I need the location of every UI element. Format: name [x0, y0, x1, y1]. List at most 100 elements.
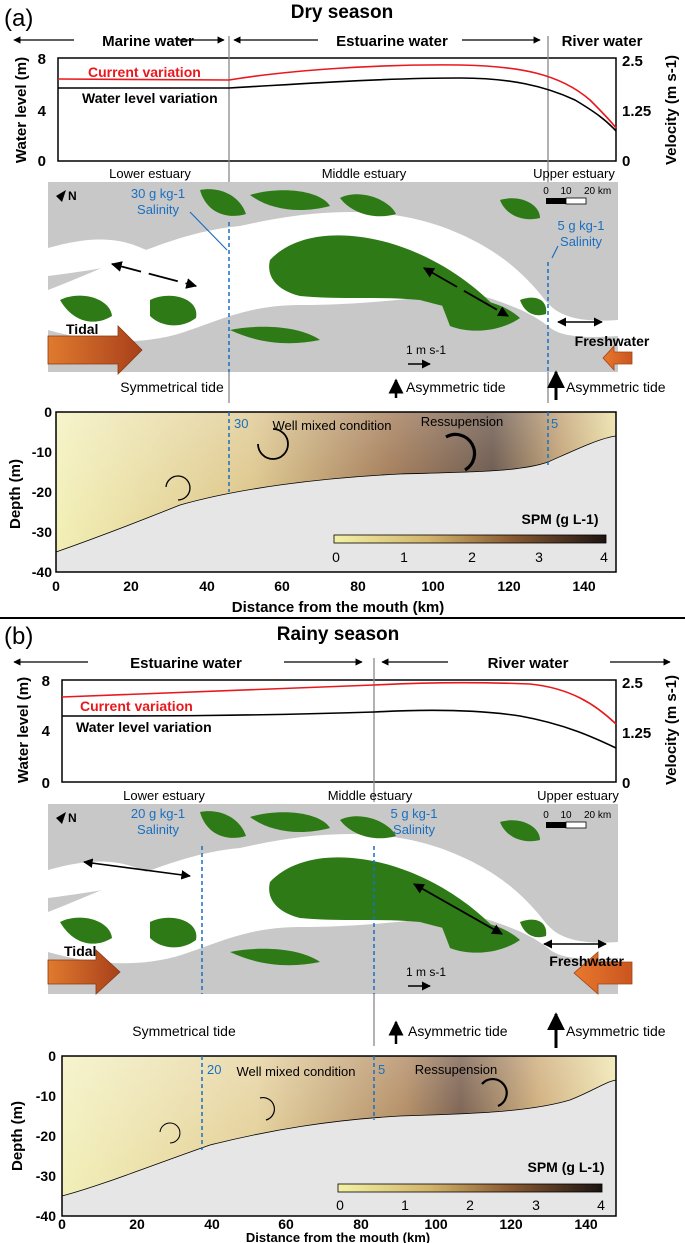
distance-tick: 20 — [123, 578, 139, 594]
ytick: 0 — [38, 153, 46, 170]
current-label: Current variation — [80, 698, 193, 714]
spm-tick: 0 — [332, 549, 340, 565]
tidal-label: Tidal — [64, 943, 96, 959]
zone-label: Marine water — [102, 33, 194, 50]
current-curve — [57, 64, 617, 129]
depth-tick: -10 — [36, 1088, 56, 1104]
tide-label: Asymmetric tide — [408, 1023, 508, 1039]
salinity-depth-label: 30 — [234, 416, 248, 431]
ytick: 8 — [42, 673, 50, 690]
distance-tick: 120 — [497, 578, 521, 594]
depth-tick: -40 — [32, 564, 52, 580]
depth-tick: -20 — [32, 484, 52, 500]
scale-label: 0 — [543, 810, 549, 821]
distance-tick: 0 — [58, 1216, 66, 1232]
zone-label: River water — [488, 655, 569, 672]
spm-colorbar — [333, 534, 607, 544]
zone-label: Estuarine water — [336, 33, 448, 50]
distance-xlabel: Distance from the mouth (km) — [246, 1230, 430, 1243]
water-level-label: Water level variation — [76, 719, 212, 735]
spm-tick: 1 — [400, 549, 408, 565]
depth-tick: -10 — [32, 444, 52, 460]
distance-tick: 0 — [52, 578, 60, 594]
ytick: 4 — [42, 723, 51, 740]
panel-letter: (a) — [4, 5, 33, 32]
ylabel-left: Water level (m) — [13, 57, 30, 163]
depth-ylabel: Depth (m) — [9, 1101, 26, 1171]
level-axes — [57, 57, 617, 162]
depth-tick: -40 — [36, 1208, 56, 1224]
ylabel-left: Water level (m) — [15, 677, 32, 783]
distance-tick: 100 — [424, 1216, 448, 1232]
velocity-scale: 1 m s-1 — [406, 965, 446, 979]
water-level-label: Water level variation — [82, 90, 218, 106]
resuspension-label: Ressupension — [415, 1062, 497, 1077]
tide-label: Symmetrical tide — [120, 379, 224, 395]
tide-label: Asymmetric tide — [406, 379, 506, 395]
depth-tick: -20 — [36, 1128, 56, 1144]
spm-tick: 2 — [468, 549, 476, 565]
distance-tick: 80 — [350, 578, 366, 594]
ytick-right: 0 — [622, 775, 630, 792]
estuary-label: Upper estuary — [537, 788, 619, 803]
current-curve — [61, 681, 617, 725]
spm-colorbar — [337, 1183, 603, 1193]
panel-b: (b) Rainy season Estuarine water River w… — [4, 623, 680, 1243]
water-level-curve — [58, 77, 617, 132]
scale-label: 0 — [543, 186, 549, 197]
water-level-curve — [61, 709, 617, 749]
salinity-value: 5 g kg-1 — [391, 806, 438, 821]
scale-label: 20 km — [584, 810, 611, 821]
ytick-right: 2.5 — [622, 675, 643, 692]
north-label: N — [68, 189, 77, 203]
north-label: N — [68, 811, 77, 825]
spm-tick: 2 — [466, 1197, 474, 1213]
salinity-label: Salinity — [393, 822, 435, 837]
spm-tick: 4 — [597, 1197, 605, 1213]
velocity-scale: 1 m s-1 — [406, 343, 446, 357]
freshwater-label: Freshwater — [549, 953, 624, 969]
current-label: Current variation — [88, 64, 201, 80]
tide-label: Symmetrical tide — [132, 1023, 236, 1039]
ytick-right: 1.25 — [622, 725, 651, 742]
ytick-right: 0 — [622, 153, 630, 170]
spm-title: SPM (g L-1) — [522, 511, 599, 527]
ytick-right: 2.5 — [622, 53, 643, 70]
estuary-map: N 0 10 20 km 30 g kg-1 Salinity 5 g kg-1… — [47, 182, 650, 375]
estuary-label: Lower estuary — [123, 788, 205, 803]
distance-tick: 120 — [499, 1216, 523, 1232]
tidal-label: Tidal — [66, 321, 98, 337]
circulation-icon — [165, 428, 477, 501]
distance-tick: 60 — [274, 578, 290, 594]
depth-ylabel: Depth (m) — [7, 459, 24, 529]
depth-tick: 0 — [48, 1048, 56, 1064]
panel-a: (a) Dry season Marine water Estuarine wa… — [4, 2, 680, 616]
distance-tick: 80 — [353, 1216, 369, 1232]
distance-tick: 40 — [199, 578, 215, 594]
ylabel-right: Velocity (m s-1) — [663, 675, 680, 785]
salinity-value: 20 g kg-1 — [131, 806, 185, 821]
tide-label: Asymmetric tide — [566, 379, 666, 395]
spm-tick: 4 — [600, 549, 608, 565]
panel-letter: (b) — [4, 623, 33, 650]
level-axes — [61, 679, 617, 783]
estuary-label: Upper estuary — [533, 166, 615, 181]
season-title: Rainy season — [277, 624, 400, 645]
depth-section: 30 5 Well mixed condition Ressupension S… — [55, 411, 617, 573]
spm-tick: 3 — [535, 549, 543, 565]
freshwater-label: Freshwater — [575, 333, 650, 349]
distance-tick: 60 — [278, 1216, 294, 1232]
ytick: 0 — [42, 775, 50, 792]
spm-title: SPM (g L-1) — [528, 1159, 605, 1175]
scale-label: 20 km — [584, 186, 611, 197]
ytick: 4 — [38, 103, 47, 120]
salinity-value: 30 g kg-1 — [131, 186, 185, 201]
estuary-label: Middle estuary — [328, 788, 413, 803]
estuary-label: Middle estuary — [322, 166, 407, 181]
salinity-depth-label: 5 — [378, 1062, 385, 1077]
circulation-icon — [159, 1077, 508, 1144]
mixing-label: Well mixed condition — [237, 1064, 356, 1079]
estuary-label: Lower estuary — [109, 166, 191, 181]
depth-section: 20 5 Well mixed condition Ressupension S… — [61, 1055, 617, 1217]
